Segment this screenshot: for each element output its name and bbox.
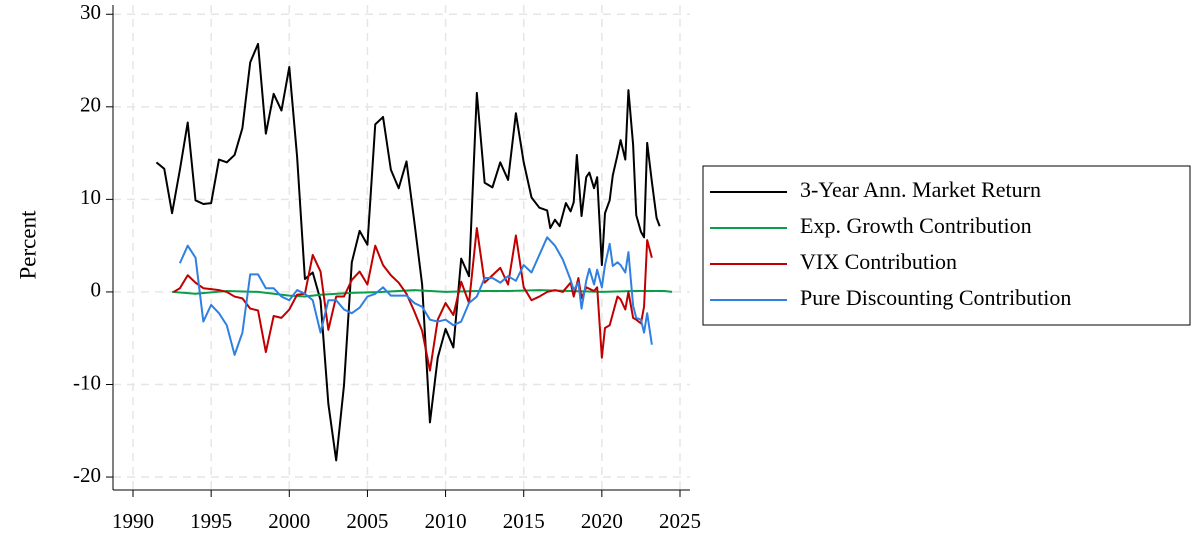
legend-label: VIX Contribution bbox=[800, 249, 957, 274]
series-line bbox=[178, 236, 653, 356]
legend-label: Exp. Growth Contribution bbox=[800, 213, 1032, 238]
legend-label: Pure Discounting Contribution bbox=[800, 285, 1071, 310]
legend-label: 3-Year Ann. Market Return bbox=[800, 177, 1041, 202]
x-tick-label: 2000 bbox=[268, 509, 310, 533]
y-tick-label: 20 bbox=[80, 93, 101, 117]
y-tick-label: 30 bbox=[80, 0, 101, 24]
x-tick-label: 2010 bbox=[425, 509, 467, 533]
y-tick-label: -10 bbox=[73, 370, 101, 394]
x-tick-label: 2005 bbox=[346, 509, 388, 533]
x-tick-label: 2015 bbox=[503, 509, 545, 533]
x-tick-label: 2020 bbox=[581, 509, 623, 533]
y-tick-label: 0 bbox=[91, 278, 102, 302]
y-tick-label: 10 bbox=[80, 185, 101, 209]
series-line bbox=[155, 42, 661, 462]
x-tick-label: 2025 bbox=[659, 509, 701, 533]
x-tick-label: 1995 bbox=[190, 509, 232, 533]
y-axis-label: Percent bbox=[15, 210, 40, 280]
series-line bbox=[173, 227, 653, 372]
y-tick-label: -20 bbox=[73, 463, 101, 487]
series-line bbox=[171, 289, 673, 298]
x-tick-label: 1990 bbox=[112, 509, 154, 533]
